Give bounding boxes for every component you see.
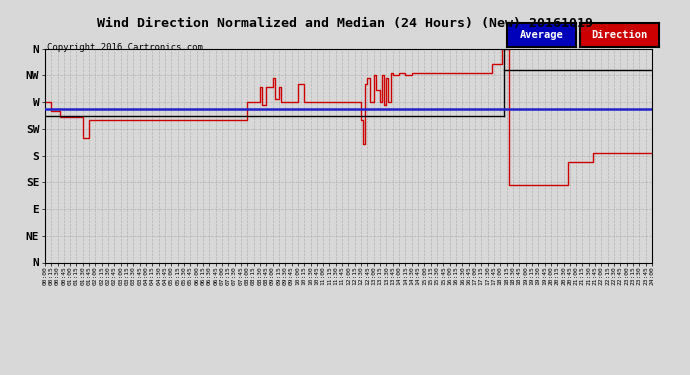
Text: Copyright 2016 Cartronics.com: Copyright 2016 Cartronics.com: [47, 43, 203, 52]
Text: Direction: Direction: [591, 30, 647, 40]
Text: Wind Direction Normalized and Median (24 Hours) (New) 20161019: Wind Direction Normalized and Median (24…: [97, 17, 593, 30]
Text: Average: Average: [520, 30, 564, 40]
